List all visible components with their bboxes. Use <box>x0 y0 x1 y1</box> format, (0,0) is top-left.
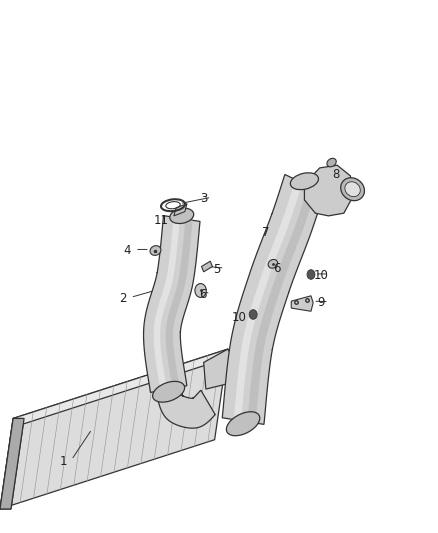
Ellipse shape <box>268 260 278 268</box>
Polygon shape <box>0 349 228 509</box>
Text: 7: 7 <box>262 227 270 239</box>
Text: 6: 6 <box>273 262 281 274</box>
Polygon shape <box>234 180 303 421</box>
Polygon shape <box>13 349 239 424</box>
Polygon shape <box>304 165 353 216</box>
Polygon shape <box>157 385 215 428</box>
Ellipse shape <box>170 208 194 223</box>
Text: 10: 10 <box>231 311 246 324</box>
Ellipse shape <box>327 158 336 167</box>
Text: 1: 1 <box>60 455 67 467</box>
Ellipse shape <box>345 182 360 197</box>
Text: 3: 3 <box>200 192 207 205</box>
Ellipse shape <box>290 173 318 190</box>
Text: 4: 4 <box>123 244 131 257</box>
Polygon shape <box>174 204 187 216</box>
Polygon shape <box>144 216 200 392</box>
Polygon shape <box>201 261 212 272</box>
Ellipse shape <box>152 382 185 402</box>
Ellipse shape <box>226 412 260 435</box>
Polygon shape <box>0 418 24 509</box>
Text: 2: 2 <box>119 292 127 305</box>
Text: 8: 8 <box>333 168 340 181</box>
Polygon shape <box>247 186 316 423</box>
Text: 11: 11 <box>154 214 169 227</box>
Polygon shape <box>222 174 324 424</box>
Ellipse shape <box>150 246 161 255</box>
Polygon shape <box>166 219 193 389</box>
Text: 5: 5 <box>213 263 220 276</box>
Polygon shape <box>154 217 180 391</box>
Circle shape <box>307 270 315 279</box>
Polygon shape <box>204 349 237 389</box>
Circle shape <box>249 310 257 319</box>
Polygon shape <box>0 418 24 509</box>
Text: 9: 9 <box>317 296 325 309</box>
Polygon shape <box>291 296 313 311</box>
Text: 6: 6 <box>199 288 207 301</box>
Circle shape <box>195 284 206 297</box>
Text: 10: 10 <box>314 269 328 281</box>
Ellipse shape <box>341 178 364 200</box>
